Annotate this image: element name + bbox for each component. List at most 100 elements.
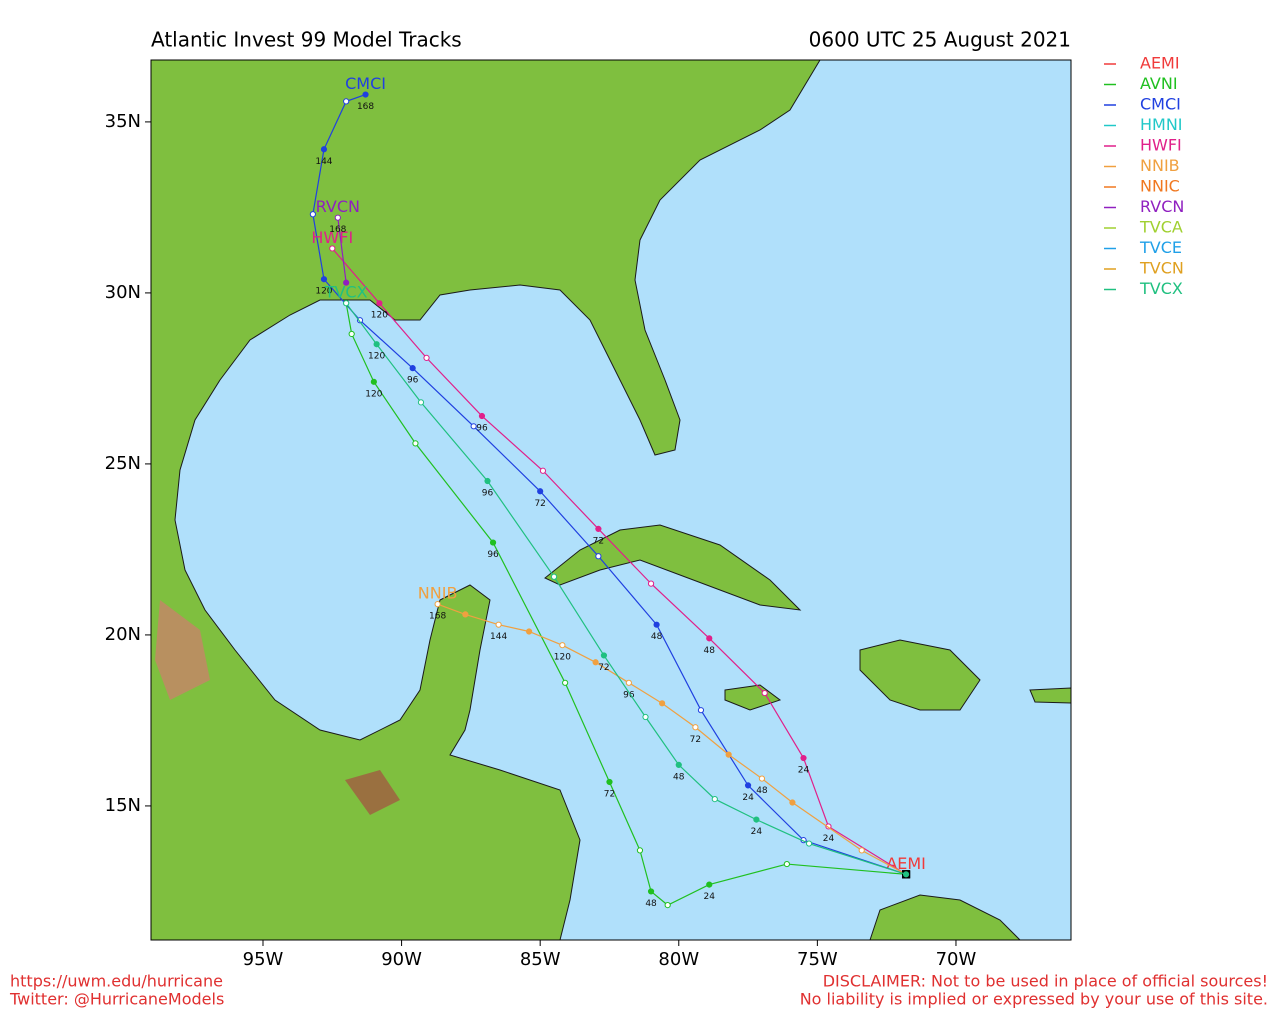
track-point bbox=[761, 689, 768, 697]
track-point bbox=[753, 816, 760, 823]
hour-label: 96 bbox=[476, 424, 488, 434]
track-point bbox=[902, 871, 910, 878]
x-tick-label: 80W bbox=[658, 949, 699, 970]
track-point bbox=[606, 778, 613, 786]
track-point bbox=[647, 580, 655, 587]
hispaniola bbox=[859, 639, 981, 711]
track-point bbox=[647, 888, 655, 895]
x-tick-label: 85W bbox=[520, 949, 561, 970]
hour-label: 144 bbox=[490, 632, 507, 642]
legend-label: HWFI bbox=[1140, 136, 1182, 155]
track-point bbox=[409, 365, 416, 372]
hour-label: 24 bbox=[742, 793, 754, 803]
hour-label: 24 bbox=[798, 766, 810, 776]
track-point bbox=[539, 467, 547, 474]
title: Atlantic Invest 99 Model Tracks bbox=[151, 28, 462, 52]
hour-label: 24 bbox=[751, 827, 763, 837]
legend-label: CMCI bbox=[1140, 95, 1181, 114]
frame bbox=[150, 59, 1072, 941]
hour-label: 72 bbox=[604, 789, 615, 799]
track-point bbox=[525, 628, 533, 635]
legend-label: TVCA bbox=[1139, 218, 1183, 237]
legend-label: TVCN bbox=[1139, 259, 1184, 278]
legend-label: NNIC bbox=[1140, 177, 1180, 196]
track-point bbox=[334, 214, 341, 221]
track-label: TVCX bbox=[324, 283, 368, 302]
hour-label: 168 bbox=[429, 612, 446, 622]
track-line bbox=[337, 217, 347, 283]
track-point bbox=[495, 621, 502, 628]
hour-label: 120 bbox=[371, 311, 388, 321]
legend-label: HMNI bbox=[1140, 115, 1183, 134]
hour-label: 96 bbox=[623, 690, 635, 700]
track-point bbox=[692, 724, 699, 731]
track-point bbox=[370, 378, 377, 385]
puerto-rico bbox=[1029, 687, 1071, 704]
south-america bbox=[869, 894, 1021, 940]
hour-label: 48 bbox=[651, 632, 663, 642]
legend-label: TVCX bbox=[1139, 279, 1183, 298]
track-point bbox=[706, 635, 713, 642]
highlands bbox=[155, 600, 210, 700]
track-point bbox=[376, 300, 383, 307]
track-point bbox=[858, 847, 865, 854]
footer-twitter: Twitter: @HurricaneModels bbox=[9, 990, 224, 1009]
track-point bbox=[423, 354, 430, 361]
track-point bbox=[595, 525, 602, 533]
hour-label: 96 bbox=[407, 376, 419, 386]
disclaimer: DISCLAIMER: Not to be used in place of o… bbox=[823, 972, 1268, 991]
track-point bbox=[537, 488, 544, 495]
legend-label: TVCE bbox=[1139, 238, 1182, 257]
track-point bbox=[550, 573, 558, 580]
track-point bbox=[356, 317, 364, 324]
hour-label: 96 bbox=[487, 550, 499, 560]
x-tick-label: 75W bbox=[797, 949, 838, 970]
y-tick-label: 15N bbox=[105, 795, 141, 816]
legend-label: AEMI bbox=[1140, 54, 1180, 73]
track-point bbox=[706, 881, 713, 888]
track-point bbox=[362, 91, 369, 98]
hour-label: 120 bbox=[315, 287, 332, 297]
hour-label: 72 bbox=[598, 663, 609, 673]
hour-label: 120 bbox=[368, 352, 385, 362]
track-point bbox=[343, 300, 350, 307]
track-point bbox=[625, 679, 632, 686]
cuba bbox=[544, 524, 802, 611]
hour-label: 48 bbox=[756, 786, 768, 796]
track-line bbox=[345, 302, 907, 875]
legend-label: RVCN bbox=[1140, 197, 1184, 216]
mainland bbox=[151, 60, 821, 940]
track-point bbox=[600, 652, 608, 659]
track-point bbox=[562, 679, 569, 686]
hour-label: 144 bbox=[315, 157, 332, 167]
hour-label: 48 bbox=[645, 899, 657, 909]
hour-label: 72 bbox=[690, 735, 701, 745]
track-point bbox=[329, 245, 336, 252]
track-point bbox=[783, 860, 790, 868]
hour-label: 24 bbox=[704, 892, 716, 902]
hour-label: 48 bbox=[673, 772, 685, 782]
disclaimer: No liability is implied or expressed by … bbox=[800, 990, 1268, 1009]
track-point bbox=[373, 341, 380, 348]
track-point bbox=[484, 477, 491, 485]
track-point bbox=[412, 440, 419, 447]
track-point bbox=[711, 795, 718, 803]
track-point bbox=[470, 423, 477, 430]
track-point bbox=[434, 601, 441, 608]
track-point bbox=[343, 279, 350, 286]
hour-label: 120 bbox=[554, 653, 571, 663]
x-tick-label: 90W bbox=[381, 949, 422, 970]
footer-link[interactable]: https://uwm.edu/hurricane bbox=[10, 972, 223, 991]
hour-label: 72 bbox=[593, 536, 604, 546]
y-tick-label: 25N bbox=[105, 453, 141, 474]
legend-label: NNIB bbox=[1140, 156, 1180, 175]
track-point bbox=[659, 700, 666, 707]
track-point bbox=[758, 775, 766, 782]
track-label: CMCI bbox=[345, 74, 386, 93]
hour-label: 72 bbox=[534, 499, 545, 509]
track-label: HWFI bbox=[311, 228, 353, 247]
track-point bbox=[489, 539, 497, 546]
x-tick-label: 70W bbox=[936, 949, 977, 970]
hour-label: 24 bbox=[823, 834, 835, 844]
